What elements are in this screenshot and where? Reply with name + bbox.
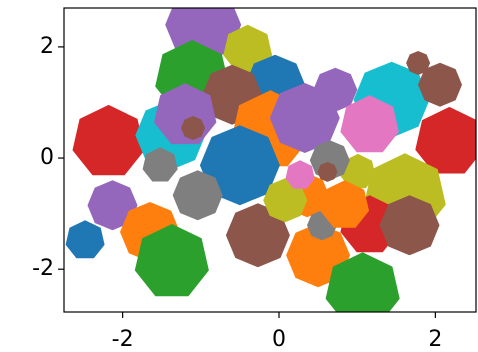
marker bbox=[199, 125, 280, 206]
marker bbox=[340, 153, 376, 189]
x-tick-label: -2 bbox=[112, 327, 134, 352]
y-tick-label: 0 bbox=[40, 145, 54, 170]
marker bbox=[313, 67, 358, 112]
marker bbox=[87, 180, 138, 231]
marker bbox=[263, 178, 308, 223]
marker bbox=[285, 160, 315, 189]
marker bbox=[225, 203, 290, 268]
plot-area bbox=[65, 8, 476, 312]
y-tick-label: -2 bbox=[32, 256, 54, 281]
marker bbox=[317, 161, 338, 182]
marker bbox=[134, 224, 209, 297]
x-tick-label: 2 bbox=[428, 327, 442, 352]
marker bbox=[181, 116, 205, 140]
marker bbox=[415, 106, 476, 174]
marker bbox=[325, 252, 400, 312]
marker bbox=[418, 62, 462, 107]
marker bbox=[172, 170, 223, 221]
x-tick-label: 0 bbox=[272, 327, 286, 352]
marker bbox=[320, 180, 369, 228]
axes-frame bbox=[63, 7, 477, 313]
marker bbox=[72, 104, 145, 176]
marker bbox=[65, 220, 105, 259]
marker bbox=[142, 147, 178, 182]
marker bbox=[406, 51, 431, 75]
marker bbox=[340, 95, 399, 153]
marker bbox=[223, 24, 273, 73]
y-tick-label: 2 bbox=[40, 34, 54, 59]
marker bbox=[379, 195, 440, 256]
